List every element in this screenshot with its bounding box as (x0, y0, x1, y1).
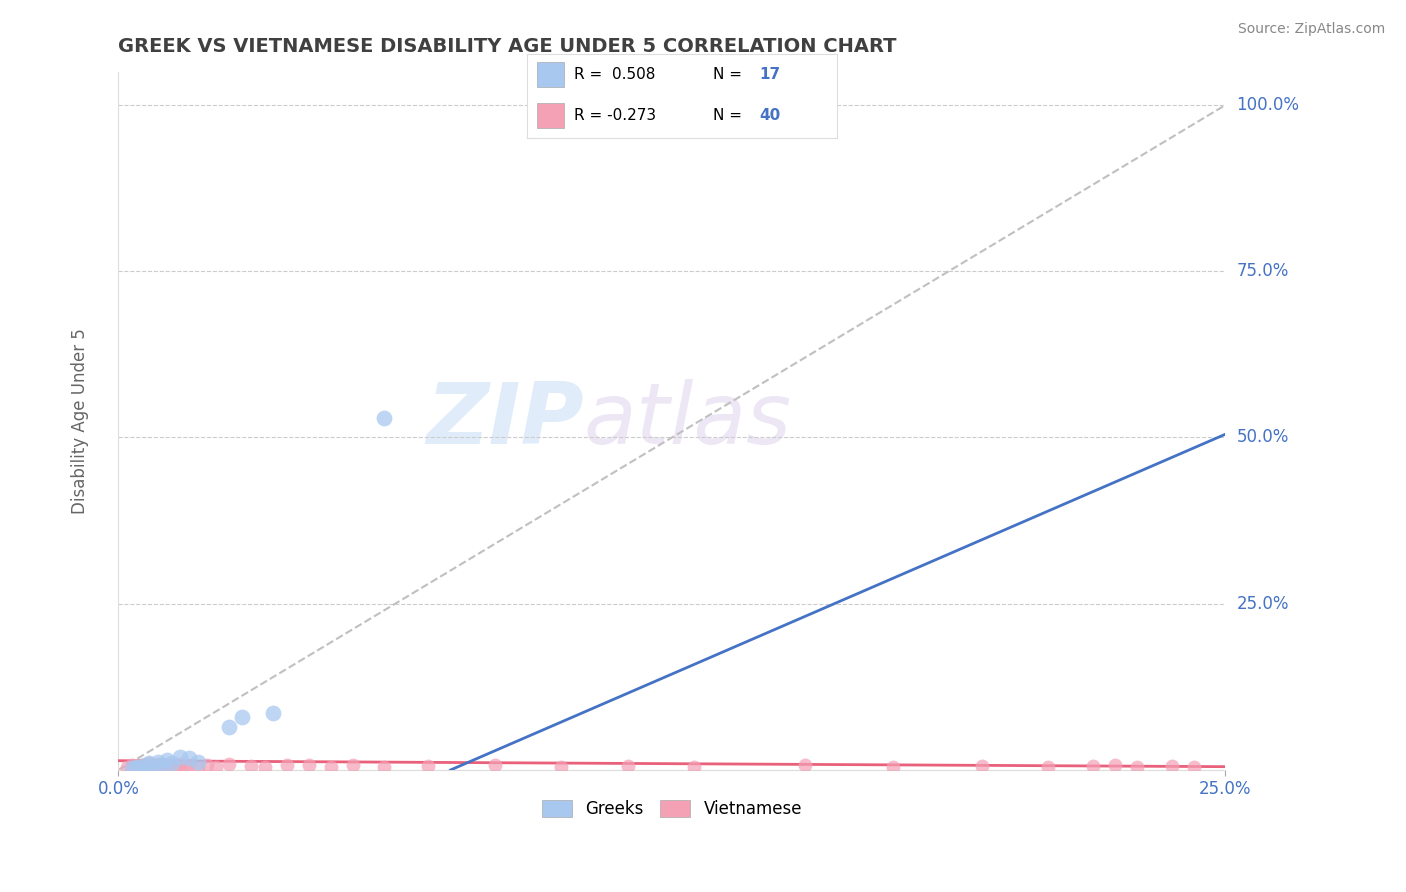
Point (138, 756, 160, 771)
Text: R = -0.273: R = -0.273 (574, 108, 655, 123)
Point (319, 759, 342, 773)
Point (195, 758, 218, 772)
Point (142, 759, 165, 773)
Point (156, 757, 179, 772)
Point (1184, 759, 1206, 773)
Text: 40: 40 (759, 108, 780, 123)
Text: 75.0%: 75.0% (1237, 262, 1289, 280)
Point (142, 759, 165, 773)
Point (156, 753, 179, 767)
Point (970, 759, 993, 773)
Point (160, 756, 183, 771)
Point (882, 759, 904, 773)
Point (1161, 759, 1184, 773)
Legend: Greeks, Vietnamese: Greeks, Vietnamese (536, 793, 808, 824)
Point (1081, 759, 1104, 773)
Point (683, 759, 706, 773)
Point (179, 751, 201, 765)
Point (1104, 758, 1126, 772)
Point (204, 759, 226, 773)
Text: 100.0%: 100.0% (1237, 96, 1299, 114)
Text: N =: N = (713, 108, 742, 123)
Text: R =  0.508: R = 0.508 (574, 67, 655, 82)
Text: Disability Age Under 5: Disability Age Under 5 (70, 328, 89, 514)
Point (298, 757, 321, 772)
Text: atlas: atlas (583, 379, 792, 462)
Text: Source: ZipAtlas.com: Source: ZipAtlas.com (1237, 22, 1385, 37)
Point (152, 759, 174, 773)
Point (616, 759, 638, 773)
Point (218, 757, 240, 772)
Point (373, 759, 395, 773)
Point (373, 410, 395, 425)
Point (173, 759, 195, 773)
Point (129, 757, 152, 772)
Text: 17: 17 (759, 67, 780, 82)
Point (262, 706, 284, 721)
Point (1038, 759, 1060, 773)
Point (793, 758, 815, 772)
Point (115, 759, 138, 773)
Point (240, 759, 263, 773)
Point (418, 759, 440, 773)
Point (484, 758, 506, 772)
Text: ZIP: ZIP (426, 379, 583, 462)
Point (342, 758, 364, 772)
Point (1126, 759, 1149, 773)
Point (169, 749, 191, 764)
Point (218, 720, 240, 734)
Text: 25.0%: 25.0% (1237, 595, 1289, 613)
Point (152, 757, 174, 772)
FancyBboxPatch shape (537, 62, 564, 87)
Point (187, 755, 209, 769)
Point (231, 710, 253, 724)
Point (148, 757, 170, 772)
Point (121, 761, 143, 775)
Point (276, 758, 298, 772)
Point (125, 759, 148, 773)
Text: N =: N = (713, 67, 742, 82)
Text: 50.0%: 50.0% (1237, 428, 1289, 447)
Point (165, 759, 187, 773)
Point (134, 757, 156, 772)
FancyBboxPatch shape (537, 103, 564, 128)
Point (125, 759, 148, 773)
Point (550, 759, 572, 773)
Point (148, 755, 170, 769)
Point (253, 759, 276, 773)
Point (179, 757, 201, 772)
Point (138, 756, 160, 771)
Point (169, 757, 191, 772)
Point (160, 758, 183, 772)
Point (134, 759, 156, 773)
Point (129, 760, 152, 774)
Point (187, 759, 209, 773)
Text: GREEK VS VIETNAMESE DISABILITY AGE UNDER 5 CORRELATION CHART: GREEK VS VIETNAMESE DISABILITY AGE UNDER… (118, 37, 897, 56)
Point (121, 758, 143, 772)
